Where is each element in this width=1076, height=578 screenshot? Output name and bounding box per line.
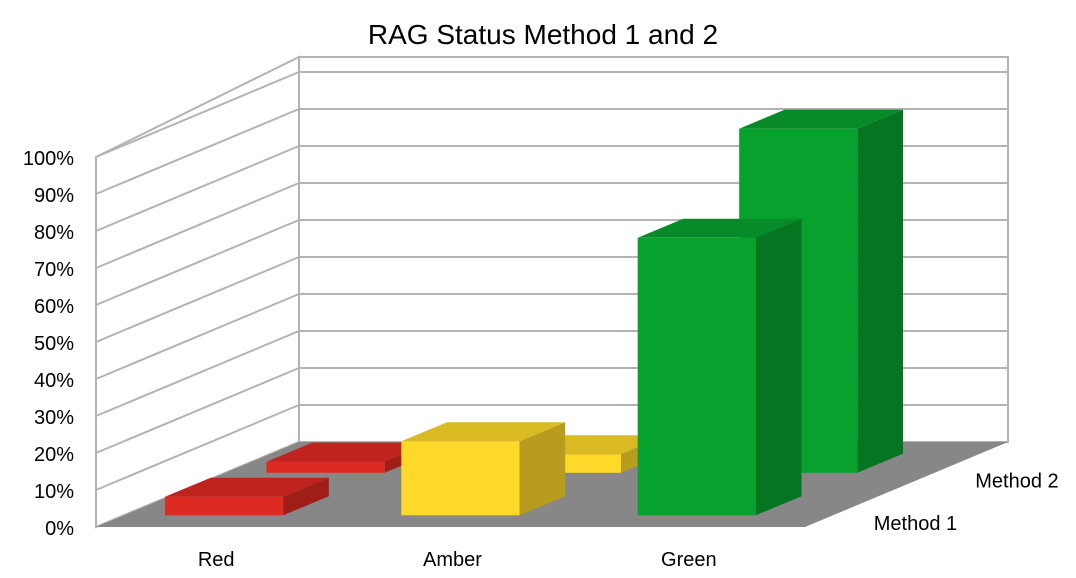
y-tick-label: 50% bbox=[34, 333, 74, 355]
gridline-side-5 bbox=[95, 256, 300, 343]
gridline-side-6 bbox=[95, 219, 300, 306]
gridline-side-2 bbox=[95, 367, 300, 454]
bar-side bbox=[857, 109, 903, 473]
bar-front bbox=[164, 496, 284, 516]
bars bbox=[164, 109, 903, 516]
bar-top bbox=[637, 218, 802, 238]
bar-amber-method-1 bbox=[401, 422, 566, 516]
category-labels: Red Amber Green bbox=[198, 549, 717, 571]
y-tick-label: 60% bbox=[34, 296, 74, 318]
bar-top bbox=[739, 109, 903, 129]
gridline-side-4 bbox=[95, 293, 300, 380]
bar-front bbox=[266, 461, 385, 473]
y-tick-label: 0% bbox=[45, 518, 74, 540]
bar-top bbox=[165, 477, 329, 497]
gridline-side-10 bbox=[95, 71, 300, 158]
bar-front bbox=[401, 441, 520, 516]
bar-green-method-1 bbox=[637, 218, 802, 516]
bar-side bbox=[519, 422, 566, 516]
x-category-label: Red bbox=[198, 549, 235, 571]
y-tick-label: 90% bbox=[34, 185, 74, 207]
y-tick-label: 20% bbox=[34, 444, 74, 466]
x-category-label: Green bbox=[661, 549, 717, 571]
bar-side bbox=[755, 218, 802, 516]
y-tick-label: 10% bbox=[34, 481, 74, 503]
y-tick-label: 30% bbox=[34, 407, 74, 429]
gridline-side-8 bbox=[95, 145, 300, 232]
gridline-side-3 bbox=[95, 330, 300, 417]
series-labels: Method 1 Method 2 bbox=[874, 470, 1059, 535]
x-category-label: Amber bbox=[423, 549, 482, 571]
bar-side bbox=[283, 477, 329, 516]
y-tick-label: 80% bbox=[34, 222, 74, 244]
y-axis-ticks: 0% 10% 20% 30% 40% 50% 60% 70% 80% 90% 100% bbox=[23, 148, 74, 540]
bar-red-method-1 bbox=[164, 477, 329, 516]
y-tick-label: 100% bbox=[23, 148, 74, 170]
chart-title: RAG Status Method 1 and 2 bbox=[368, 19, 718, 50]
bar-top bbox=[401, 422, 566, 442]
y-tick-label: 70% bbox=[34, 259, 74, 281]
gridline-side-7 bbox=[95, 182, 300, 269]
bar-top bbox=[266, 442, 431, 462]
bar-front bbox=[637, 237, 756, 516]
series-depth-label: Method 2 bbox=[975, 470, 1058, 492]
gridline-side-9 bbox=[95, 108, 300, 195]
y-tick-label: 40% bbox=[34, 370, 74, 392]
series-depth-label: Method 1 bbox=[874, 513, 957, 535]
gridline-side-1 bbox=[95, 404, 300, 491]
